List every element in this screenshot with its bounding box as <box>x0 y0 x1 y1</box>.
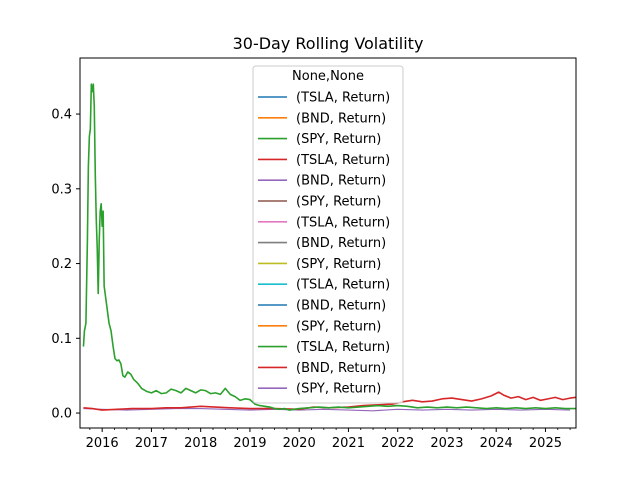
series-line-2 <box>82 83 576 411</box>
legend-label-14: (SPY, Return) <box>296 382 381 397</box>
legend-title: None,None <box>292 69 364 84</box>
x-tick-label-2023: 2023 <box>430 436 463 451</box>
legend-label-9: (TSLA, Return) <box>296 278 390 293</box>
x-tick-label-2024: 2024 <box>480 436 513 451</box>
legend-label-1: (BND, Return) <box>296 111 386 126</box>
legend-label-4: (BND, Return) <box>296 174 386 189</box>
x-tick-label-2020: 2020 <box>283 436 316 451</box>
y-tick-label-4: 0.4 <box>51 108 72 123</box>
x-tick-label-2018: 2018 <box>184 436 217 451</box>
legend-label-11: (SPY, Return) <box>296 319 381 334</box>
x-tick-label-2022: 2022 <box>381 436 414 451</box>
legend: None,None (TSLA, Return) (BND, Return) (SP… <box>252 65 404 404</box>
series-line-1 <box>83 391 577 411</box>
y-tick-label-1: 0.1 <box>51 332 72 347</box>
legend-label-5: (SPY, Return) <box>296 195 381 210</box>
legend-label-7: (BND, Return) <box>296 236 386 251</box>
x-tick-label-2025: 2025 <box>529 436 562 451</box>
y-axis: 0.0 0.1 0.2 0.3 0.4 <box>51 108 80 422</box>
y-tick-label-3: 0.3 <box>51 182 72 197</box>
legend-label-8: (SPY, Return) <box>296 257 381 272</box>
legend-entries: (TSLA, Return) (BND, Return) (SPY, Return)… <box>258 91 390 397</box>
legend-label-2: (SPY, Return) <box>296 132 381 147</box>
x-tick-label-2017: 2017 <box>135 436 168 451</box>
x-tick-label-2021: 2021 <box>332 436 365 451</box>
legend-box <box>252 65 404 404</box>
legend-label-12: (TSLA, Return) <box>296 340 390 355</box>
legend-label-13: (BND, Return) <box>296 361 386 376</box>
y-tick-label-0: 0.0 <box>51 407 72 422</box>
x-tick-label-2019: 2019 <box>233 436 266 451</box>
series-layer <box>82 83 577 412</box>
legend-label-10: (BND, Return) <box>296 299 386 314</box>
legend-label-6: (TSLA, Return) <box>296 215 390 230</box>
series-line-0 <box>83 407 571 412</box>
x-tick-label-2016: 2016 <box>86 436 119 451</box>
legend-label-0: (TSLA, Return) <box>296 91 390 106</box>
y-tick-label-2: 0.2 <box>51 257 72 272</box>
plot-frame <box>79 57 577 429</box>
x-axis: 2016 2017 2018 2019 2020 2021 2022 2023 2024 2025 <box>86 428 571 451</box>
chart-title: 30-Day Rolling Volatility <box>233 34 424 53</box>
legend-label-3: (TSLA, Return) <box>296 153 390 168</box>
